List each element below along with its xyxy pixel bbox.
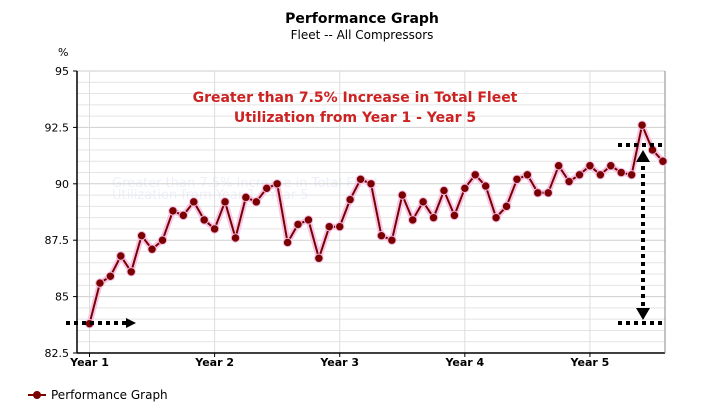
chart-subtitle: Fleet -- All Compressors	[291, 28, 434, 42]
data-point	[491, 212, 501, 223]
data-point	[314, 253, 324, 263]
x-tick-label: Year 5	[570, 356, 610, 369]
data-point	[199, 215, 209, 225]
data-point	[282, 237, 293, 248]
data-point	[407, 215, 418, 225]
data-point	[637, 120, 647, 130]
x-tick-labels: Year 1 Year 2 Year 3 Year 4 Year 5	[69, 353, 609, 369]
data-point	[428, 212, 439, 223]
x-tick-label: Year 1	[69, 356, 109, 369]
data-point	[126, 267, 136, 277]
legend-marker	[33, 391, 41, 399]
data-point	[262, 183, 272, 194]
data-point	[470, 170, 480, 180]
data-point	[366, 179, 376, 189]
data-point	[293, 219, 303, 230]
data-point	[501, 201, 512, 212]
data-point	[220, 197, 230, 207]
annotation-line-2: Utilization from Year 1 - Year 5	[234, 110, 476, 126]
data-point	[241, 192, 251, 203]
annotation-line-1: Greater than 7.5% Increase in Total Flee…	[193, 90, 518, 106]
data-point	[574, 170, 585, 180]
data-point	[533, 188, 543, 198]
data-point	[189, 197, 199, 207]
y-tick-label: 82.5	[45, 347, 70, 360]
data-point	[136, 230, 147, 241]
data-point	[647, 145, 658, 155]
data-point	[272, 179, 282, 189]
data-point	[512, 174, 522, 184]
data-point	[564, 176, 574, 187]
y-tick-label: 87.5	[45, 234, 70, 247]
data-point	[606, 161, 616, 171]
data-point	[157, 235, 168, 245]
data-point	[168, 206, 178, 216]
legend-label: Performance Graph	[51, 388, 168, 402]
data-point	[449, 210, 460, 221]
x-tick-label: Year 3	[319, 356, 359, 369]
data-point	[418, 197, 428, 207]
data-point	[626, 170, 637, 180]
data-point	[376, 230, 387, 241]
y-tick-label: 85	[55, 291, 69, 304]
data-point	[345, 194, 355, 205]
y-tick-label: 92.5	[45, 121, 70, 134]
data-point	[303, 215, 314, 225]
x-tick-label: Year 2	[194, 356, 234, 369]
data-point	[460, 183, 470, 194]
data-point	[522, 170, 533, 180]
data-point	[595, 170, 606, 180]
series-performance	[84, 120, 668, 329]
data-point	[543, 188, 553, 198]
increase-arrow-down-head	[636, 308, 650, 320]
y-axis-label: %	[58, 46, 68, 59]
data-point	[335, 221, 345, 232]
chart-title: Performance Graph	[285, 11, 439, 27]
data-point	[116, 251, 126, 261]
data-point	[95, 278, 105, 288]
data-point	[616, 167, 626, 178]
axes	[76, 71, 666, 354]
y-tick-label: 95	[55, 65, 69, 78]
data-point	[439, 185, 449, 196]
data-point	[251, 197, 262, 207]
data-point	[209, 224, 220, 234]
data-point	[585, 161, 595, 171]
data-point	[397, 190, 407, 200]
grid-lines	[77, 70, 665, 354]
data-point	[355, 174, 366, 184]
data-point	[178, 210, 189, 221]
data-point	[480, 181, 491, 191]
y-tick-labels: 95 92.5 90 87.5 85 82.5	[45, 65, 77, 360]
legend: Performance Graph	[28, 388, 168, 402]
data-point	[147, 244, 157, 254]
data-point	[387, 235, 397, 245]
data-point	[230, 233, 241, 243]
data-point	[324, 221, 335, 232]
data-point	[105, 271, 116, 281]
data-point	[658, 156, 668, 166]
x-tick-label: Year 4	[444, 356, 484, 369]
data-point	[553, 161, 564, 171]
y-tick-label: 90	[55, 178, 69, 191]
increase-arrow-up-head	[636, 150, 650, 162]
series-line-glow	[86, 122, 666, 325]
